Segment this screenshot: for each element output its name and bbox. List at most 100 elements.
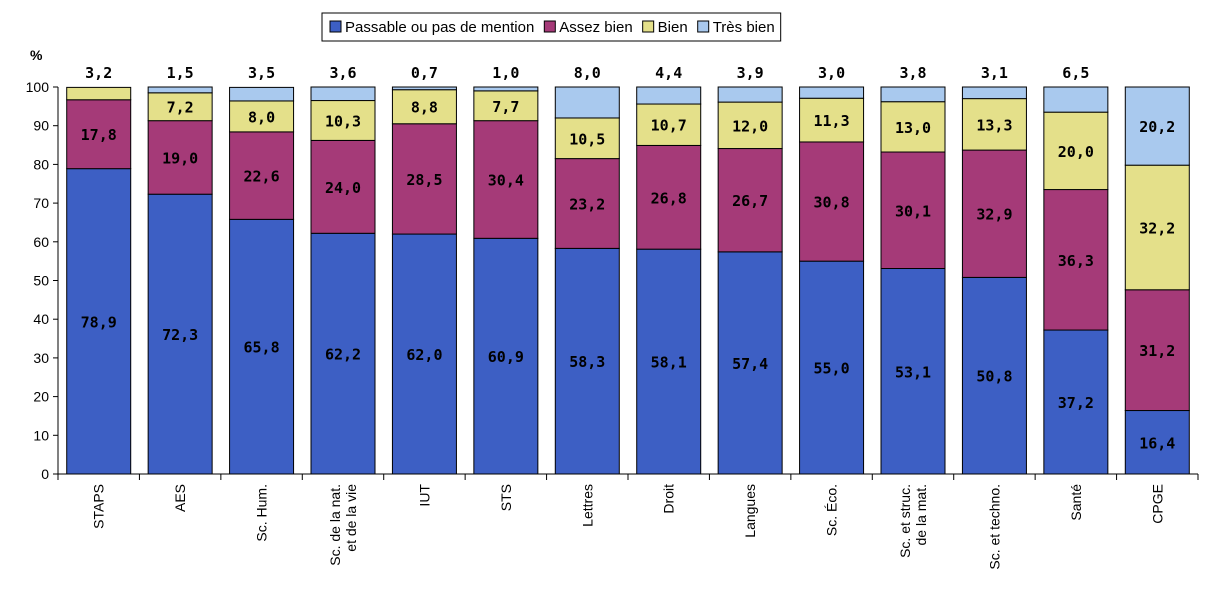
y-unit-label: % bbox=[30, 47, 43, 63]
data-label: 58,3 bbox=[569, 353, 605, 371]
data-label: 32,2 bbox=[1139, 219, 1175, 237]
data-label: 72,3 bbox=[162, 326, 198, 344]
bar-segment bbox=[554, 86, 620, 119]
data-label: 26,7 bbox=[732, 192, 768, 210]
value-labels: 78,9 17,8 3,2 72,3 19,0 7,2 1,5 65,8 22,6 8,0 3,5 6… bbox=[81, 64, 1176, 452]
bar-segment bbox=[1124, 410, 1190, 475]
y-tick-label: 60 bbox=[33, 234, 49, 250]
data-label: 62,0 bbox=[406, 346, 442, 364]
data-label: 1,0 bbox=[492, 64, 519, 82]
y-tick-label: 20 bbox=[33, 389, 49, 405]
y-tick-label: 70 bbox=[33, 195, 49, 211]
data-label: 3,6 bbox=[329, 64, 356, 82]
x-category-label-line: Sc. de la nat. bbox=[327, 484, 343, 566]
bar-segment bbox=[554, 247, 620, 475]
data-label: 3,5 bbox=[248, 64, 275, 82]
data-label: 12,0 bbox=[732, 117, 768, 135]
bar-segment bbox=[636, 248, 702, 475]
data-label: 55,0 bbox=[814, 360, 850, 378]
x-category-label-line: CPGE bbox=[1149, 484, 1165, 524]
data-label: 3,8 bbox=[899, 64, 926, 82]
bar-segment bbox=[310, 139, 376, 234]
legend-swatch bbox=[642, 20, 655, 33]
data-label: 65,8 bbox=[244, 339, 280, 357]
bar-segment bbox=[391, 233, 457, 475]
data-label: 37,2 bbox=[1058, 394, 1094, 412]
y-tick-label: 80 bbox=[33, 156, 49, 172]
y-tick-label: 10 bbox=[33, 427, 49, 443]
data-label: 22,6 bbox=[244, 168, 280, 186]
bar-segment bbox=[391, 123, 457, 235]
data-label: 8,0 bbox=[574, 64, 601, 82]
bar-segment bbox=[880, 268, 946, 475]
bar-segment bbox=[391, 89, 457, 125]
bar-segment bbox=[310, 232, 376, 475]
x-category-label-line: Sc. et techno. bbox=[986, 484, 1002, 570]
bar-segment bbox=[229, 131, 295, 220]
data-label: 57,4 bbox=[732, 355, 768, 373]
x-category-label: Droit bbox=[661, 484, 677, 514]
x-category-label: Sc. Hum. bbox=[254, 484, 270, 542]
data-label: 20,0 bbox=[1058, 143, 1094, 161]
x-category-label: Lettres bbox=[579, 484, 595, 527]
x-category-label-line: STS bbox=[498, 484, 514, 511]
bar-segment bbox=[66, 168, 132, 475]
bar-segment bbox=[1043, 86, 1109, 113]
data-label: 62,2 bbox=[325, 346, 361, 364]
bar-segment bbox=[717, 86, 783, 103]
bar-segment bbox=[229, 100, 295, 133]
x-category-label-line: STAPS bbox=[91, 484, 107, 529]
x-category-label-line: AES bbox=[172, 484, 188, 512]
data-label: 3,2 bbox=[85, 64, 112, 82]
bar-segment bbox=[961, 276, 1027, 475]
bar-segment bbox=[1124, 289, 1190, 412]
legend: Passable ou pas de mention Assez bien Bien… bbox=[321, 12, 782, 42]
data-label: 58,1 bbox=[651, 354, 687, 372]
bars bbox=[66, 86, 1190, 475]
data-label: 1,5 bbox=[167, 64, 194, 82]
bar-segment bbox=[1124, 86, 1190, 166]
data-label: 31,2 bbox=[1139, 342, 1175, 360]
data-label: 7,2 bbox=[167, 99, 194, 117]
data-label: 30,8 bbox=[814, 194, 850, 212]
data-label: 6,5 bbox=[1062, 64, 1089, 82]
data-label: 60,9 bbox=[488, 348, 524, 366]
data-label: 17,8 bbox=[81, 126, 117, 144]
data-label: 0,7 bbox=[411, 64, 438, 82]
x-category-label-line: Santé bbox=[1068, 484, 1084, 521]
data-label: 28,5 bbox=[406, 171, 442, 189]
y-tick-label: 40 bbox=[33, 311, 49, 327]
bar-segment bbox=[554, 158, 620, 249]
data-label: 13,0 bbox=[895, 119, 931, 137]
bar-segment bbox=[473, 90, 539, 122]
data-label: 30,1 bbox=[895, 202, 931, 220]
bar-segment bbox=[229, 218, 295, 475]
bar-segment bbox=[880, 86, 946, 103]
bar-segment bbox=[147, 92, 213, 122]
bar-segment bbox=[961, 86, 1027, 100]
x-category-label: Sc. de la nat. et de la vie bbox=[327, 484, 359, 566]
data-label: 23,2 bbox=[569, 195, 605, 213]
y-tick-label: 100 bbox=[26, 79, 50, 95]
legend-entry: Passable ou pas de mention bbox=[345, 19, 534, 36]
y-tick-label: 90 bbox=[33, 118, 49, 134]
x-category-label-line: Sc. Hum. bbox=[254, 484, 270, 542]
data-label: 26,8 bbox=[651, 189, 687, 207]
y-tick-label: 50 bbox=[33, 273, 49, 289]
bar-segment bbox=[717, 251, 783, 475]
bar-segment bbox=[147, 193, 213, 475]
data-label: 4,4 bbox=[655, 64, 682, 82]
bar-segment bbox=[229, 86, 295, 102]
data-label: 19,0 bbox=[162, 149, 198, 167]
bar-segment bbox=[1043, 329, 1109, 475]
x-category-label-line: Sc. et struc. bbox=[897, 484, 913, 558]
data-label: 10,3 bbox=[325, 112, 361, 130]
bar-segment bbox=[1043, 189, 1109, 331]
data-label: 3,9 bbox=[737, 64, 764, 82]
bar-segment bbox=[391, 86, 457, 91]
x-category-label: STAPS bbox=[91, 484, 107, 529]
data-label: 20,2 bbox=[1139, 118, 1175, 136]
x-category-label: Sc. et struc. de la mat. bbox=[897, 484, 929, 558]
